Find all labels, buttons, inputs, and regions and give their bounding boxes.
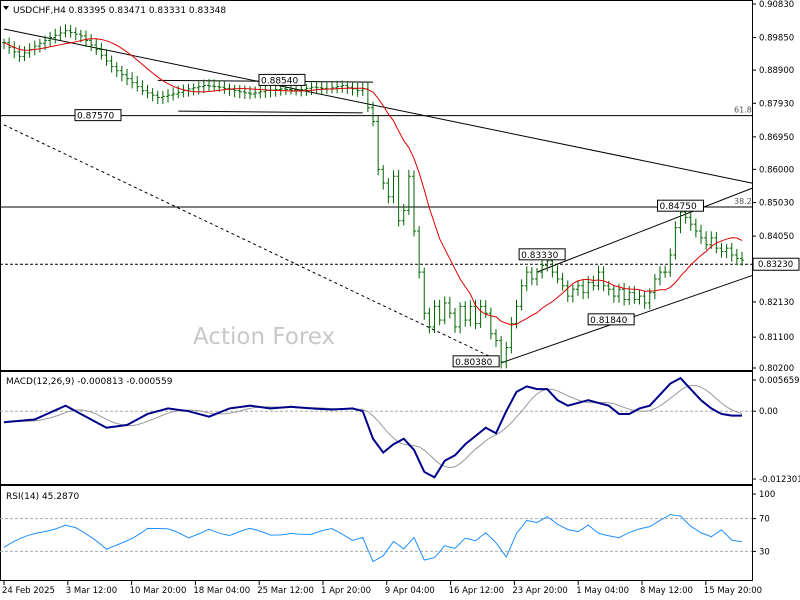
rsi-title: RSI(14) 45.2870 <box>6 492 79 502</box>
x-tick-label: 24 Feb 2025 <box>2 586 55 596</box>
macd-y-tick: -0.012301 <box>759 475 800 485</box>
collapse-triangle-icon <box>3 6 9 10</box>
rsi-pane <box>0 485 753 581</box>
price-y-tick: 0.88900 <box>759 66 794 76</box>
rsi-layer <box>0 513 752 563</box>
price-title: USDCHF,H4 0.83395 0.83471 0.83331 0.8334… <box>13 6 226 16</box>
x-tick-label: 1 May 04:00 <box>576 586 629 596</box>
x-tick-label: 15 May 20:00 <box>704 586 762 596</box>
price-label-box <box>587 313 635 326</box>
x-tick-label: 8 May 12:00 <box>640 586 693 596</box>
x-tick-label: 10 Mar 20:00 <box>130 586 187 596</box>
rsi-y-tick: 30 <box>759 547 770 557</box>
price-layer: 61.8 38.2 0.88540 0.87570 0.83330 0.84750 0.81… <box>0 24 753 369</box>
price-y-tick: 0.81100 <box>759 333 794 343</box>
macd-line <box>3 376 742 479</box>
price-label-text: 0.81840 <box>590 316 627 326</box>
macd-y-tick: 0.00 <box>759 407 778 417</box>
price-label-text: 0.88540 <box>261 76 298 86</box>
price-title-group: USDCHF,H4 0.83395 0.83471 0.83331 0.8334… <box>3 6 226 16</box>
price-y-tick: 0.82130 <box>759 298 794 308</box>
macd-pane <box>0 371 753 485</box>
x-tick-label: 18 Mar 04:00 <box>193 586 250 596</box>
price-y-tick: 0.84050 <box>759 232 794 242</box>
x-tick-label: 25 Mar 12:00 <box>257 586 314 596</box>
x-tick-label: 3 Mar 12:00 <box>66 586 117 596</box>
macd-y-tick: 0.005659 <box>759 376 800 386</box>
price-label-box <box>258 73 306 86</box>
x-tick-label: 23 Apr 20:00 <box>512 586 567 596</box>
price-pane <box>0 0 753 371</box>
price-label-text: 0.87570 <box>77 112 114 122</box>
watermark: Action Forex <box>193 324 335 350</box>
trend-line <box>3 28 753 184</box>
trend-line <box>3 124 502 363</box>
rsi-y-tick: 70 <box>759 515 770 525</box>
x-tick-label: 9 Apr 04:00 <box>385 586 435 596</box>
price-y-tick: 0.86000 <box>759 165 794 175</box>
x-tick-label: 16 Apr 12:00 <box>449 586 504 596</box>
moving-average-line <box>3 38 743 326</box>
price-label-box <box>74 109 122 122</box>
price-y-tick: 0.85030 <box>759 199 794 209</box>
price-label-box <box>518 248 566 261</box>
trend-line <box>536 187 753 273</box>
price-y-tick: 0.90830 <box>759 0 794 10</box>
fib-label: 38.2 <box>734 197 752 206</box>
rsi-y-tick: 100 <box>759 490 775 500</box>
price-y-tick: 0.87930 <box>759 99 794 109</box>
current-price-label: 0.83230 <box>758 260 793 270</box>
price-label-text: 0.83330 <box>521 251 558 261</box>
macd-layer <box>0 376 752 479</box>
fib-label: 61.8 <box>734 106 752 115</box>
price-y-tick: 0.86950 <box>759 133 794 143</box>
price-label-box <box>657 199 704 212</box>
price-y-tick: 0.89850 <box>759 34 794 44</box>
macd-title: MACD(12,26,9) -0.000813 -0.000559 <box>6 377 173 387</box>
price-label-box <box>452 355 500 368</box>
rsi-line <box>3 513 743 563</box>
trend-line <box>178 110 363 114</box>
price-label-text: 0.84750 <box>660 202 697 212</box>
price-y-tick: 0.80200 <box>759 364 794 374</box>
price-label-text: 0.80380 <box>455 358 492 368</box>
current-price-box <box>752 257 800 271</box>
x-tick-label: 1 Apr 20:00 <box>321 586 371 596</box>
